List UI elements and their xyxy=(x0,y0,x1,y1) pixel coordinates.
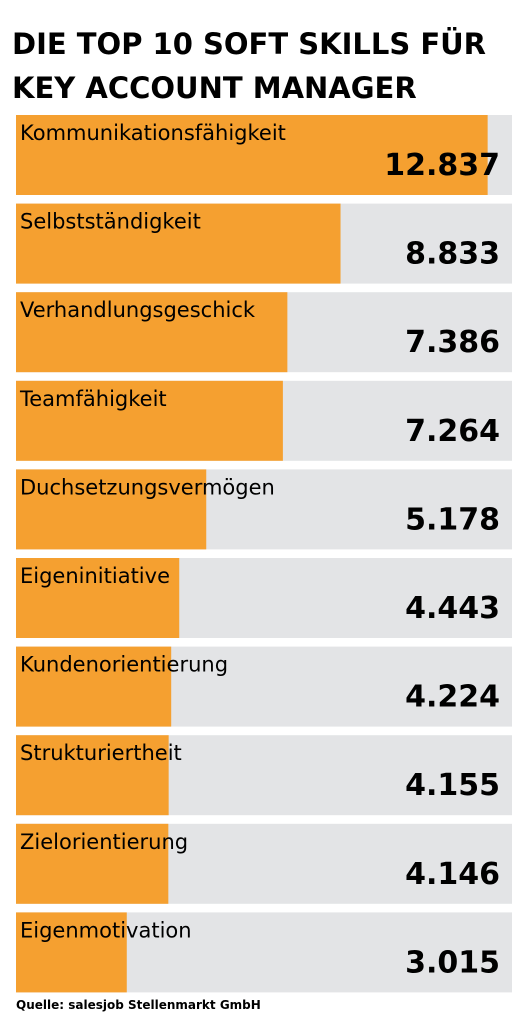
bar xyxy=(16,380,283,461)
bar-row: Eigenmotivation 3.015 xyxy=(16,912,512,993)
category-label: Selbstständigkeit xyxy=(20,210,201,234)
category-label: Teamfähigkeit xyxy=(19,387,167,411)
bar-row: Kundenorientierung 4.224 xyxy=(16,646,512,727)
bar xyxy=(16,823,169,904)
bar-row: Verhandlungsgeschick 7.386 xyxy=(16,292,512,373)
value-label: 4.224 xyxy=(405,680,500,715)
category-label: Strukturiertheit xyxy=(20,741,182,765)
bar-row: Eigeninitiative 4.443 xyxy=(16,558,512,638)
bar xyxy=(16,203,341,284)
bar-row: Strukturiertheit 4.155 xyxy=(16,735,512,816)
value-label: 4.155 xyxy=(405,768,500,803)
title-line-1: DIE TOP 10 SOFT SKILLS FÜR xyxy=(12,27,487,61)
value-label: 4.146 xyxy=(405,857,500,892)
bar xyxy=(16,646,172,727)
category-label: Verhandlungsgeschick xyxy=(20,298,256,322)
bar-row: Duchsetzungsvermögen 5.178 xyxy=(16,469,512,550)
bar-row: Zielorientierung 4.146 xyxy=(16,823,512,904)
bar-row: Selbstständigkeit 8.833 xyxy=(16,203,512,284)
bar xyxy=(16,292,288,373)
value-label: 7.264 xyxy=(405,414,500,449)
chart-title: DIE TOP 10 SOFT SKILLS FÜR KEY ACCOUNT M… xyxy=(12,22,522,110)
category-label: Kundenorientierung xyxy=(20,653,228,677)
bar xyxy=(16,912,127,993)
bar xyxy=(16,735,169,816)
value-label: 5.178 xyxy=(405,502,500,537)
title-line-2: KEY ACCOUNT MANAGER xyxy=(12,71,417,105)
value-label: 8.833 xyxy=(405,237,500,272)
bar xyxy=(16,115,488,195)
source-note: Quelle: salesjob Stellenmarkt GmbH xyxy=(16,998,261,1012)
bar xyxy=(16,469,207,550)
bar xyxy=(16,558,180,638)
category-label: Eigeninitiative xyxy=(20,564,170,588)
value-label: 4.443 xyxy=(405,591,500,626)
category-label: Eigenmotivation xyxy=(20,918,192,942)
bar-row: Teamfähigkeit 7.264 xyxy=(16,380,512,461)
value-label: 7.386 xyxy=(405,325,500,360)
category-label: Kommunikationsfähigkeit xyxy=(20,121,286,145)
bar-row: Kommunikationsfähigkeit 12.837 xyxy=(16,115,512,195)
value-label: 3.015 xyxy=(405,945,500,980)
category-label: Duchsetzungsvermögen xyxy=(20,475,275,499)
category-label: Zielorientierung xyxy=(20,830,188,854)
value-label: 12.837 xyxy=(384,148,500,183)
